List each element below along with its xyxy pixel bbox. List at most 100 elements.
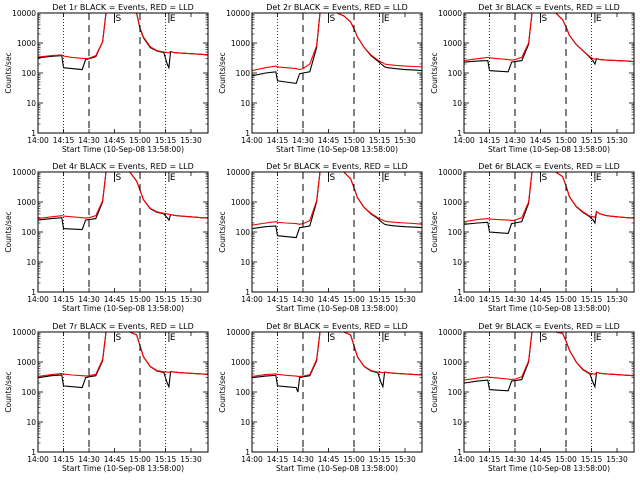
x-tick-label: 15:30: [180, 136, 202, 145]
chart-title: Det 8r BLACK = Events, RED = LLD: [266, 322, 408, 331]
x-axis-label: Start Time (10-Sep-08 13:58:00): [62, 464, 184, 473]
x-tick-label: 15:00: [129, 295, 151, 304]
y-tick-label: 1: [31, 448, 36, 457]
x-tick-label: 14:30: [292, 455, 314, 464]
x-tick-label: 14:15: [479, 295, 501, 304]
series-group: [252, 332, 422, 393]
y-tick-label: 10: [26, 258, 36, 267]
x-tick-label: 15:15: [581, 455, 603, 464]
x-axis-label: Start Time (10-Sep-08 13:58:00): [276, 145, 398, 154]
x-tick-label: 15:00: [343, 136, 365, 145]
x-axis-label: Start Time (10-Sep-08 13:58:00): [488, 464, 610, 473]
y-tick-label: 1000: [17, 39, 36, 48]
y-axis-label: Counts/sec: [4, 211, 13, 252]
x-tick-label: 14:45: [530, 455, 552, 464]
y-axis-label: Counts/sec: [4, 52, 13, 93]
x-tick-label: 14:15: [53, 136, 75, 145]
x-tick-label: 14:15: [267, 455, 289, 464]
x-tick-label: 14:30: [292, 295, 314, 304]
x-tick-label: 14:00: [453, 455, 475, 464]
x-tick-label: 15:30: [180, 455, 202, 464]
events-series-line: [464, 13, 634, 73]
x-tick-label: 14:15: [53, 455, 75, 464]
y-axis-label: Counts/sec: [218, 52, 227, 93]
marker-label: S: [116, 333, 122, 343]
x-tick-label: 15:30: [606, 136, 628, 145]
y-tick-label: 1000: [231, 358, 250, 367]
y-tick-label: 1: [457, 448, 462, 457]
y-tick-label: 1000: [17, 358, 36, 367]
x-tick-label: 15:30: [180, 295, 202, 304]
marker-label: S: [542, 14, 548, 24]
y-axis-label: Counts/sec: [430, 211, 439, 252]
x-tick-label: 14:00: [27, 455, 49, 464]
chart-title: Det 3r BLACK = Events, RED = LLD: [478, 3, 620, 12]
chart-title: Det 4r BLACK = Events, RED = LLD: [52, 162, 194, 171]
y-tick-label: 100: [22, 388, 37, 397]
events-series-line: [252, 172, 422, 239]
x-tick-label: 15:30: [394, 136, 416, 145]
y-tick-label: 1000: [443, 198, 462, 207]
x-axis-label: Start Time (10-Sep-08 13:58:00): [276, 304, 398, 313]
x-tick-label: 14:30: [292, 136, 314, 145]
marker-label: E: [170, 333, 176, 343]
y-tick-label: 1: [457, 288, 462, 297]
lld-series-line: [252, 172, 422, 226]
marker-label: S: [330, 14, 336, 24]
marker-label: E: [384, 333, 390, 343]
marker-label: S: [116, 173, 122, 183]
x-tick-label: 14:15: [479, 136, 501, 145]
marker-label: S: [542, 333, 548, 343]
x-tick-label: 14:30: [504, 455, 526, 464]
x-tick-label: 14:45: [530, 295, 552, 304]
y-axis-label: Counts/sec: [218, 371, 227, 412]
lld-series-line: [38, 13, 208, 60]
x-axis-label: Start Time (10-Sep-08 13:58:00): [62, 304, 184, 313]
x-tick-label: 14:45: [104, 136, 126, 145]
x-tick-label: 14:45: [104, 295, 126, 304]
chart-title: Det 9r BLACK = Events, RED = LLD: [478, 322, 620, 331]
x-tick-label: 14:00: [27, 295, 49, 304]
x-tick-label: 14:00: [453, 136, 475, 145]
y-tick-label: 1: [31, 129, 36, 138]
lld-series-line: [252, 13, 422, 72]
marker-label: S: [330, 333, 336, 343]
x-tick-label: 15:15: [581, 136, 603, 145]
lld-series-line: [38, 172, 208, 220]
chart-title: Det 7r BLACK = Events, RED = LLD: [52, 322, 194, 331]
y-tick-label: 10000: [226, 9, 250, 18]
marker-label: S: [542, 173, 548, 183]
y-tick-label: 100: [22, 69, 37, 78]
x-tick-label: 14:45: [318, 455, 340, 464]
x-tick-label: 15:00: [343, 295, 365, 304]
x-tick-label: 15:00: [129, 136, 151, 145]
lld-series-line: [252, 332, 422, 377]
y-axis-label: Counts/sec: [430, 52, 439, 93]
y-tick-label: 10000: [226, 168, 250, 177]
marker-label: E: [170, 14, 176, 24]
chart-title: Det 5r BLACK = Events, RED = LLD: [266, 162, 408, 171]
x-tick-label: 15:00: [555, 295, 577, 304]
x-tick-label: 14:45: [104, 455, 126, 464]
marker-label: E: [596, 173, 602, 183]
y-tick-label: 10000: [226, 328, 250, 337]
x-tick-label: 15:15: [155, 455, 177, 464]
y-tick-label: 10000: [12, 9, 36, 18]
events-series-line: [464, 332, 634, 392]
y-tick-label: 100: [22, 228, 37, 237]
series-group: [38, 172, 208, 231]
y-axis-label: Counts/sec: [430, 371, 439, 412]
series-group: [252, 13, 422, 85]
x-tick-label: 14:45: [318, 136, 340, 145]
y-tick-label: 10000: [438, 168, 462, 177]
marker-label: S: [330, 173, 336, 183]
x-tick-label: 15:15: [155, 295, 177, 304]
y-tick-label: 10000: [12, 168, 36, 177]
x-tick-label: 15:30: [606, 295, 628, 304]
